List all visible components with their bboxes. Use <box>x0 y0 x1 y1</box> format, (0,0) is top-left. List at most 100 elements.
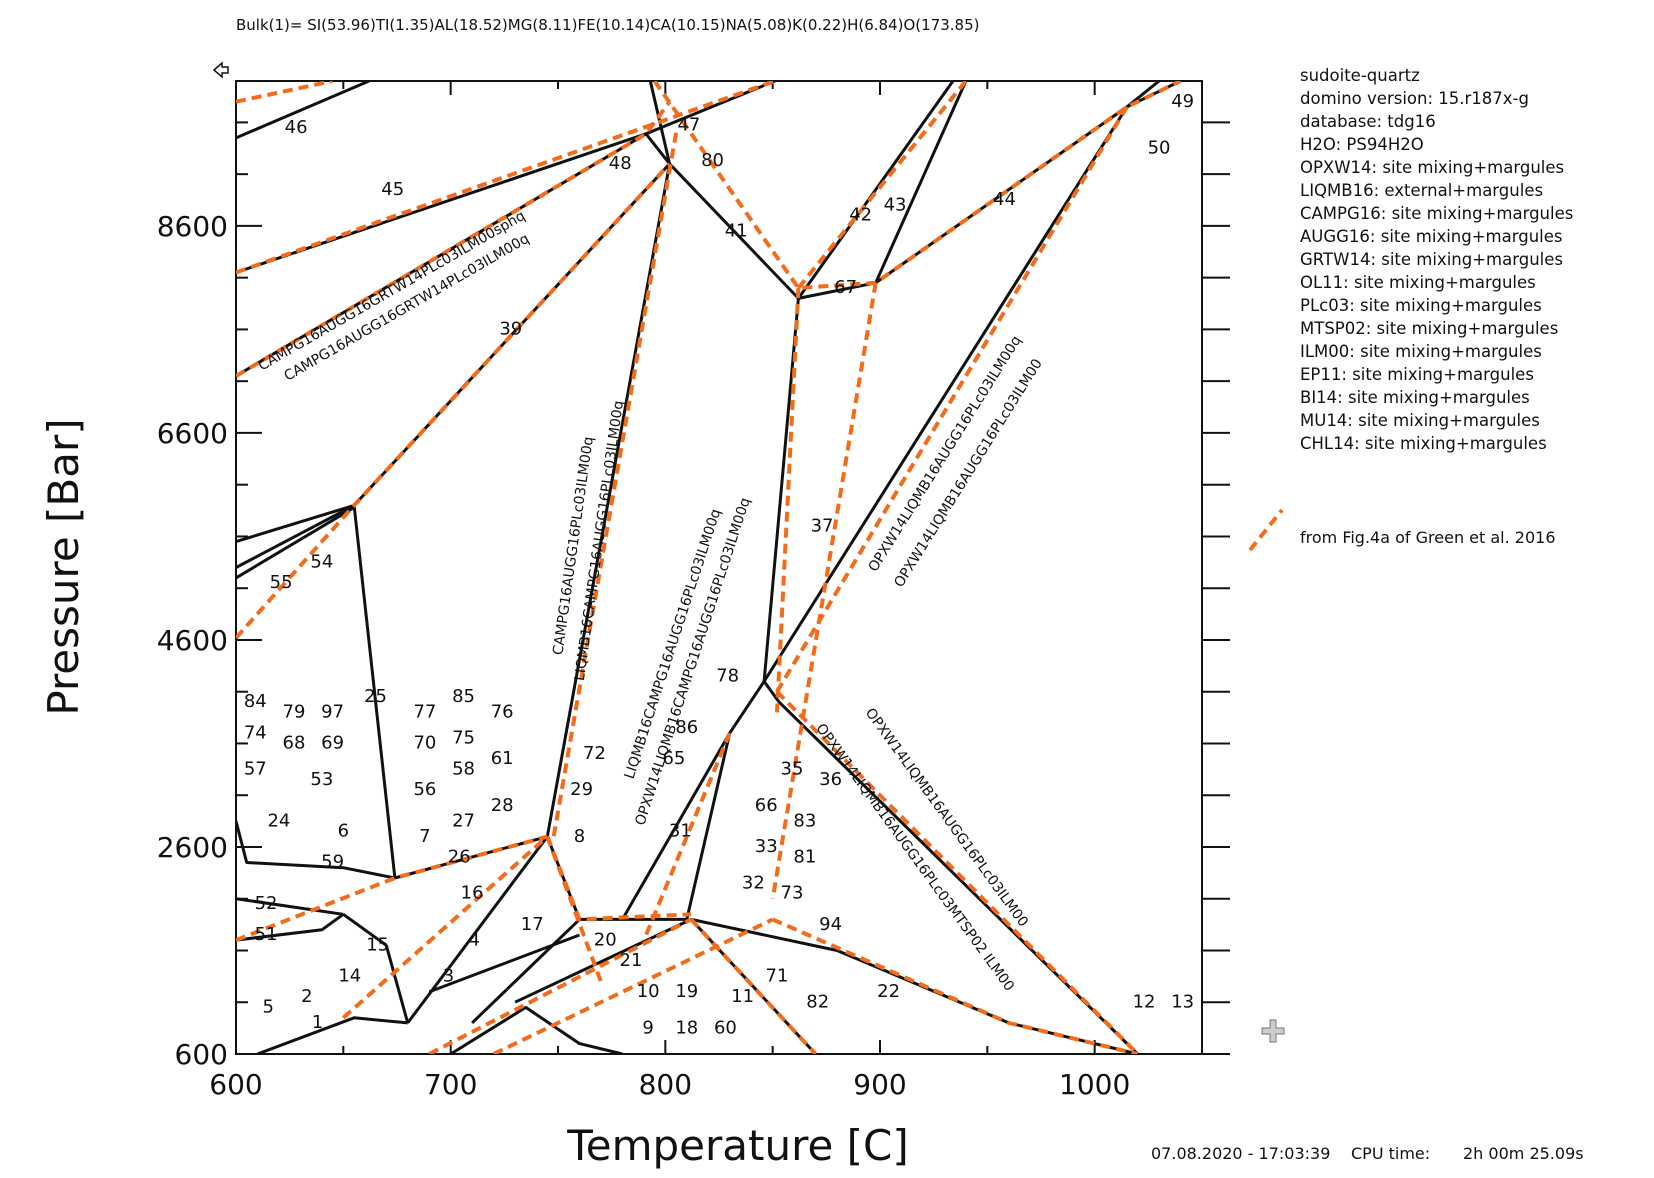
computed-line <box>236 913 345 942</box>
field-label: 52 <box>255 893 278 914</box>
field-label: 19 <box>675 981 698 1002</box>
reaction-label: CAMPG16AUGG16GRTW14PLc03ILM00sphq <box>256 208 528 374</box>
field-label: 59 <box>321 852 344 873</box>
info-line: CAMPG16: site mixing+margules <box>1300 204 1574 223</box>
field-label: 13 <box>1171 991 1194 1012</box>
computed-line <box>471 918 581 1024</box>
field-label: 76 <box>491 702 514 723</box>
info-line: MTSP02: site mixing+margules <box>1300 319 1559 338</box>
x-axis-label: Temperature [C] <box>566 1121 909 1170</box>
y-tick-label: 2600 <box>157 831 228 864</box>
field-label: 39 <box>499 319 522 340</box>
computed-line <box>352 505 397 879</box>
field-label: 61 <box>491 748 514 769</box>
computed-line <box>797 81 955 300</box>
computed-line <box>874 81 968 284</box>
computed-line <box>236 132 647 378</box>
field-label: 55 <box>270 572 293 593</box>
y-tick-label: 8600 <box>157 210 228 243</box>
computed-line <box>762 298 800 682</box>
field-label: 1 <box>312 1012 323 1033</box>
crosshair-icon[interactable] <box>1261 1019 1285 1043</box>
reference-line <box>236 100 672 378</box>
info-line: database: tdg16 <box>1300 112 1436 131</box>
field-label: 60 <box>714 1017 737 1038</box>
reference-line <box>642 732 732 941</box>
field-label: 79 <box>283 702 306 723</box>
field-label: 10 <box>637 981 660 1002</box>
info-line: ILM00: site mixing+margules <box>1300 342 1542 361</box>
info-line: EP11: site mixing+margules <box>1300 365 1534 384</box>
computed-line <box>798 281 876 300</box>
reaction-label: OPXW14LIQMB16AUGG16PLc03ILM00 <box>891 356 1046 590</box>
computed-line <box>621 732 731 921</box>
field-label: 67 <box>834 277 857 298</box>
computed-line <box>762 106 1129 683</box>
field-label: 69 <box>321 733 344 754</box>
field-label: 44 <box>993 189 1016 210</box>
footer-cpu-label: CPU time: <box>1351 1144 1430 1163</box>
field-label: 75 <box>452 727 475 748</box>
x-tick-label: 700 <box>424 1068 477 1101</box>
field-label: 46 <box>285 117 308 138</box>
field-label: 50 <box>1148 137 1171 158</box>
field-label: 15 <box>366 934 389 955</box>
computed-line <box>236 506 355 580</box>
computed-line <box>236 504 355 569</box>
info-line: H2O: PS94H2O <box>1300 135 1424 154</box>
computed-line <box>236 81 370 140</box>
reaction-label: OPXW14LIQMB16AUGG16PLc03ILM00q <box>866 333 1025 575</box>
x-tick-label: 800 <box>639 1068 692 1101</box>
field-label: 12 <box>1133 991 1156 1012</box>
field-label: 9 <box>642 1017 653 1038</box>
field-label: 81 <box>793 847 816 868</box>
reference-line <box>551 132 679 837</box>
field-label: 53 <box>310 769 333 790</box>
reference-line <box>770 282 878 900</box>
field-label: 68 <box>283 733 306 754</box>
field-label: 97 <box>321 702 344 723</box>
field-label: 36 <box>819 769 842 790</box>
reference-line <box>652 81 1182 290</box>
reference-line <box>775 287 801 713</box>
footer-timestamp: 07.08.2020 - 17:03:39 <box>1151 1144 1330 1163</box>
info-line: domino version: 15.r187x-g <box>1300 89 1529 108</box>
computed-line <box>342 913 388 947</box>
field-label: 31 <box>669 821 692 842</box>
field-label: 58 <box>452 759 475 780</box>
field-label: 22 <box>877 981 900 1002</box>
reference-line <box>545 835 603 983</box>
field-label: 94 <box>819 914 842 935</box>
field-label: 27 <box>452 810 475 831</box>
info-line: BI14: site mixing+margules <box>1300 388 1530 407</box>
info-line: CHL14: site mixing+margules <box>1300 434 1547 453</box>
field-label: 66 <box>755 795 778 816</box>
info-line: PLc03: site mixing+margules <box>1300 296 1542 315</box>
field-label: 35 <box>781 759 804 780</box>
field-label: 8 <box>574 826 585 847</box>
field-label: 57 <box>244 759 267 780</box>
info-line: OL11: site mixing+margules <box>1300 273 1536 292</box>
field-label: 85 <box>452 686 475 707</box>
footer-cpu-value: 2h 00m 25.09s <box>1463 1144 1584 1163</box>
field-label: 77 <box>413 702 436 723</box>
field-label: 4 <box>469 929 480 950</box>
field-label: 41 <box>725 220 748 241</box>
field-label: 51 <box>255 924 278 945</box>
field-label: 49 <box>1171 91 1194 112</box>
field-label: 42 <box>849 205 872 226</box>
field-label: 47 <box>677 115 700 136</box>
arrow-icon[interactable] <box>212 61 229 79</box>
reference-line <box>775 690 1140 1054</box>
field-label: 21 <box>620 950 643 971</box>
info-line: GRTW14: site mixing+margules <box>1300 250 1563 269</box>
field-label: 6 <box>338 821 349 842</box>
field-label: 78 <box>716 665 739 686</box>
reference-line <box>545 835 692 922</box>
info-line: OPXW14: site mixing+margules <box>1300 158 1565 177</box>
x-tick-label: 1000 <box>1059 1068 1130 1101</box>
field-label: 56 <box>413 779 436 800</box>
y-tick-label: 4600 <box>157 624 228 657</box>
info-line: sudoite-quartz <box>1300 66 1420 85</box>
